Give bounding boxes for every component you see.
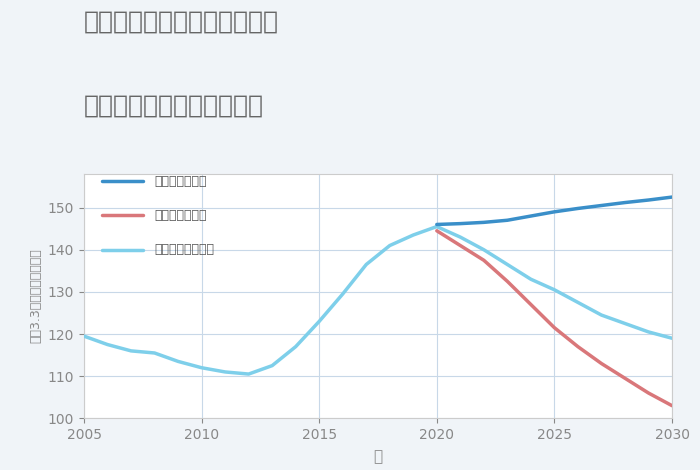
Y-axis label: 坪（3.3㎡）単価（万円）: 坪（3.3㎡）単価（万円） — [29, 249, 42, 344]
Text: ノーマルシナリオ: ノーマルシナリオ — [155, 243, 215, 256]
Text: 愛知県豊川市御津町上佐脇の: 愛知県豊川市御津町上佐脇の — [84, 9, 279, 33]
X-axis label: 年: 年 — [373, 449, 383, 464]
Text: バッドシナリオ: バッドシナリオ — [155, 209, 207, 222]
Text: 中古マンションの価格推移: 中古マンションの価格推移 — [84, 94, 264, 118]
Text: グッドシナリオ: グッドシナリオ — [155, 175, 207, 188]
